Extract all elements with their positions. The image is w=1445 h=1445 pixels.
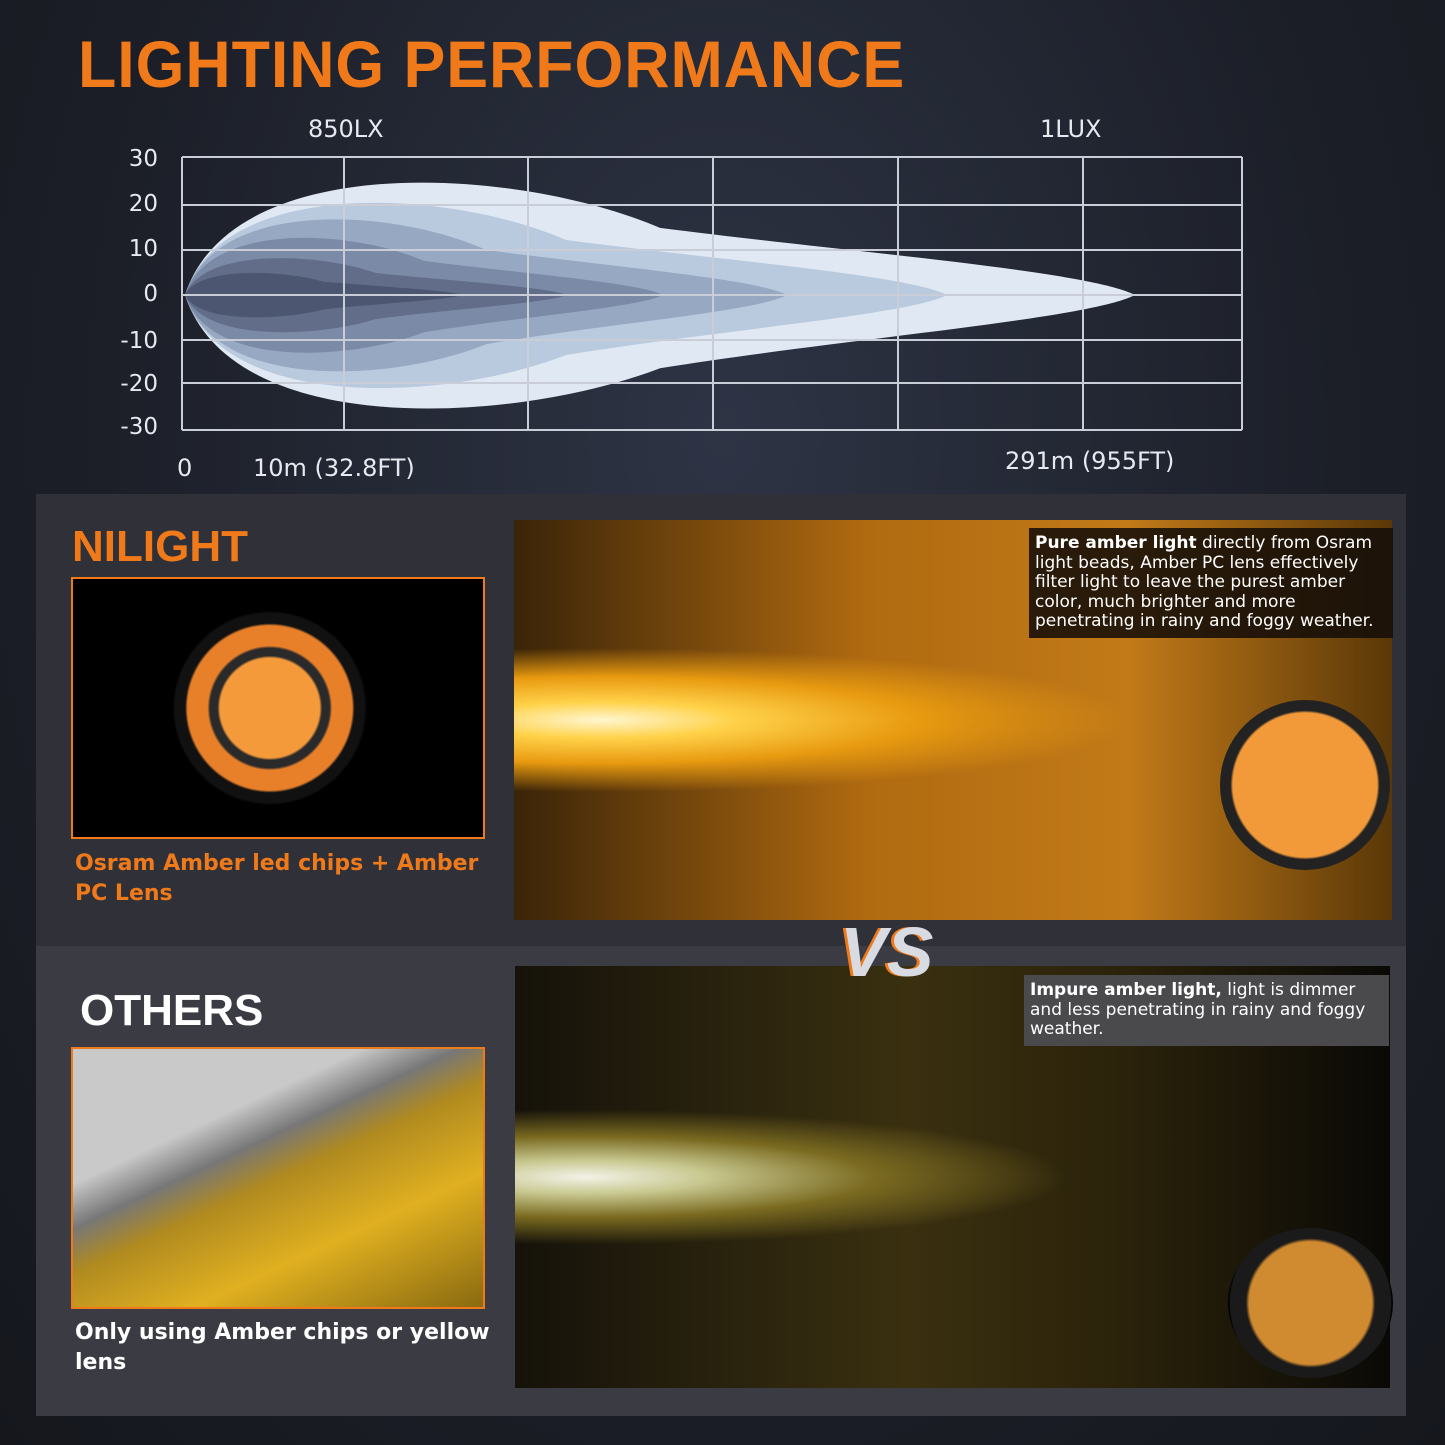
- label-850lx: 850LX: [308, 115, 384, 143]
- page-title: LIGHTING PERFORMANCE: [78, 27, 906, 101]
- y-tick: 0: [143, 281, 158, 307]
- nilight-lamp-image: [1220, 700, 1390, 870]
- x-label-291m: 291m (955FT): [1005, 447, 1175, 475]
- nilight-note-text: directly from Osram light beads, Amber P…: [1035, 533, 1374, 631]
- y-tick: -20: [120, 371, 158, 397]
- y-tick: 30: [128, 146, 158, 172]
- beam-pattern-chart: [181, 156, 1243, 431]
- others-lamp-image: [71, 1047, 485, 1309]
- y-tick: -30: [120, 414, 158, 440]
- others-heading: OTHERS: [80, 986, 264, 1035]
- others-note-text: light is dimmer and less penetrating in …: [1030, 980, 1366, 1039]
- nilight-exploded-lamp-image: [71, 577, 485, 839]
- y-tick: -10: [120, 328, 158, 354]
- nilight-heading: NILIGHT: [72, 522, 248, 571]
- x-label-10m: 10m (32.8FT): [253, 454, 415, 482]
- nilight-note-bold: Pure amber light: [1035, 533, 1197, 553]
- others-note: Impure amber light, light is dimmer and …: [1024, 975, 1389, 1046]
- vs-badge: VS: [840, 913, 934, 991]
- x-label-origin: 0: [177, 454, 193, 482]
- y-tick: 20: [128, 191, 158, 217]
- y-tick: 10: [128, 236, 158, 262]
- label-1lux: 1LUX: [1040, 115, 1102, 143]
- others-caption: Only using Amber chips or yellow lens: [75, 1320, 490, 1375]
- nilight-note: Pure amber light directly from Osram lig…: [1029, 528, 1393, 638]
- others-note-bold: Impure amber light,: [1030, 980, 1222, 1000]
- others-lamp-small-image: [1228, 1228, 1393, 1378]
- nilight-caption: Osram Amber led chips + Amber PC Lens: [75, 851, 479, 906]
